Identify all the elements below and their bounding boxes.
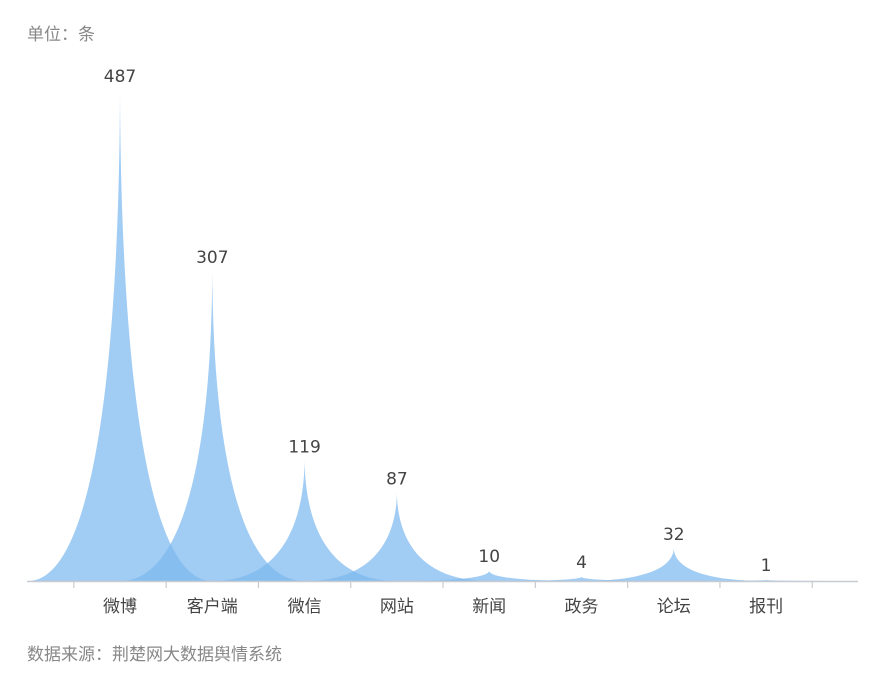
- tick-labels-layer: 微博 客户端 微信 网站 新闻 政务 论坛 报刊: [103, 597, 783, 617]
- data-label: 10: [478, 547, 500, 567]
- chart: 微博 客户端 微信 网站 新闻 政务 论坛 报刊 487 307 119 87 10 4 32 1: [27, 67, 859, 617]
- peak-网站: [304, 493, 489, 581]
- x-tick-label: 报刊: [749, 597, 783, 617]
- peak-政务: [489, 576, 674, 581]
- data-label: 487: [104, 67, 136, 87]
- data-labels-layer: 487 307 119 87 10 4 32 1: [104, 67, 772, 576]
- x-tick-label: 微信: [288, 597, 322, 617]
- data-label: 87: [386, 469, 408, 489]
- ticks-layer: [73, 581, 813, 588]
- peak-新闻: [397, 570, 582, 581]
- data-label: 307: [196, 248, 228, 268]
- unit-label: 单位：条: [27, 25, 95, 45]
- peak-微博: [28, 91, 212, 581]
- x-tick-label: 客户端: [187, 597, 238, 617]
- peak-微信: [212, 461, 397, 581]
- peak-客户端: [120, 272, 305, 581]
- data-label: 4: [576, 553, 587, 573]
- peaks-layer: [28, 91, 859, 581]
- x-tick-label: 网站: [380, 597, 414, 617]
- peak-报刊: [674, 579, 859, 581]
- data-label: 119: [288, 437, 320, 457]
- x-tick-label: 论坛: [657, 597, 691, 617]
- x-tick-label: 新闻: [472, 597, 506, 617]
- source-label: 数据来源：荆楚网大数据舆情系统: [27, 645, 282, 665]
- x-tick-label: 政务: [565, 597, 599, 617]
- data-label: 32: [663, 525, 685, 545]
- x-tick-label: 微博: [103, 597, 137, 617]
- data-label: 1: [761, 556, 772, 576]
- peak-论坛: [581, 548, 766, 581]
